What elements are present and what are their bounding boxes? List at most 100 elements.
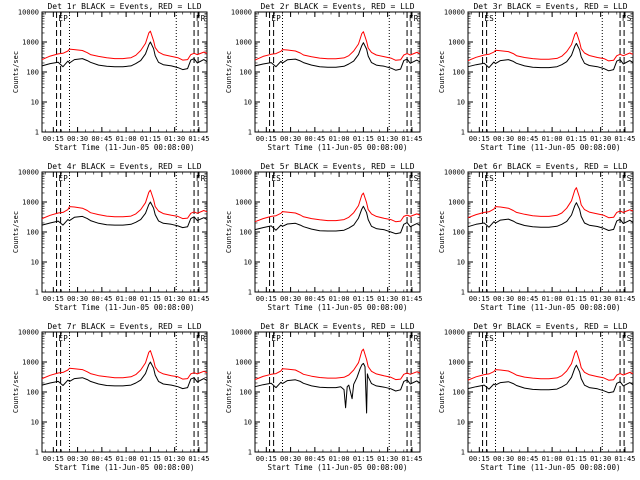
x-axis-title: Start Time (11-Jun-05 00:08:00) [481, 463, 621, 472]
x-tick-label: 01:15 [566, 135, 587, 143]
series-line-lld [254, 192, 421, 223]
x-tick-label: 01:30 [590, 135, 611, 143]
panel-title: Det 4r BLACK = Events, RED = LLD [47, 162, 201, 171]
marker-label: F [409, 14, 414, 23]
x-tick-label: 00:15 [256, 455, 277, 463]
y-tick-label: 10 [31, 259, 39, 267]
x-tick-label: 01:45 [401, 135, 422, 143]
plot-frame [41, 171, 208, 293]
x-tick-label: 00:45 [304, 455, 325, 463]
x-tick-label: 01:45 [614, 295, 635, 303]
marker-label: F [196, 174, 201, 183]
y-axis-title: Counts/sec [438, 211, 446, 253]
x-axis-title: Start Time (11-Jun-05 00:08:00) [55, 303, 195, 312]
marker-label: E [58, 174, 63, 183]
x-axis-title: Start Time (11-Jun-05 00:08:00) [481, 303, 621, 312]
x-tick-label: 00:15 [469, 295, 490, 303]
y-tick-label: 1000 [22, 359, 39, 367]
x-tick-label: 01:45 [401, 295, 422, 303]
marker-label: F [622, 174, 627, 183]
x-tick-label: 01:00 [116, 455, 137, 463]
series-line-events [467, 42, 634, 72]
x-tick-label: 01:00 [329, 295, 350, 303]
y-tick-label: 10 [244, 259, 252, 267]
x-tick-label: 00:30 [67, 455, 88, 463]
y-tick-label: 100 [452, 389, 465, 397]
y-tick-label: 1 [35, 289, 39, 297]
detector-panel-8: Det 8r BLACK = Events, RED = LLD 1 10 100 10… [225, 322, 422, 472]
y-axis-title: Counts/sec [12, 371, 20, 413]
x-tick-label: 00:30 [280, 295, 301, 303]
y-tick-label: 10000 [231, 329, 252, 337]
marker-label: S [276, 174, 281, 183]
panel-title: Det 7r BLACK = Events, RED = LLD [47, 322, 201, 331]
x-tick-label: 00:45 [517, 135, 538, 143]
marker-label: R [201, 334, 206, 343]
y-tick-label: 10 [457, 259, 465, 267]
series-line-events [254, 362, 421, 414]
x-axis-title: Start Time (11-Jun-05 00:08:00) [55, 463, 195, 472]
series-line-lld [41, 189, 208, 220]
x-tick-label: 01:00 [542, 455, 563, 463]
detector-panel-3: Det 3r BLACK = Events, RED = LLD 1 10 100 10… [438, 2, 635, 152]
x-axis-title: Start Time (11-Jun-05 00:08:00) [268, 463, 408, 472]
detector-panel-1: Det 1r BLACK = Events, RED = LLD 1 10 100 10… [12, 2, 209, 152]
y-tick-label: 10 [244, 419, 252, 427]
detector-panel-6: Det 6r BLACK = Events, RED = LLD 1 10 100 10… [438, 162, 635, 312]
y-tick-label: 100 [239, 69, 252, 77]
marker-label: F [622, 14, 627, 23]
marker-label: F [409, 334, 414, 343]
marker-label: E [484, 174, 489, 183]
plot-frame [467, 171, 634, 293]
marker-label: S [627, 334, 632, 343]
y-tick-label: 1000 [22, 39, 39, 47]
plot-frame [41, 11, 208, 133]
marker-label: S [489, 174, 494, 183]
marker-label: P [276, 14, 281, 23]
y-tick-label: 10000 [18, 169, 39, 177]
marker-label: E [271, 174, 276, 183]
series-line-events [467, 202, 634, 231]
y-axis-title: Counts/sec [225, 51, 233, 93]
marker-label: E [484, 14, 489, 23]
detector-panel-9: Det 9r BLACK = Events, RED = LLD 1 10 100 10… [438, 322, 635, 472]
y-tick-label: 10 [31, 419, 39, 427]
marker-label: S [414, 174, 419, 183]
x-tick-label: 01:45 [614, 135, 635, 143]
x-tick-label: 01:00 [116, 295, 137, 303]
x-tick-label: 01:15 [353, 295, 374, 303]
x-tick-label: 00:15 [43, 135, 64, 143]
marker-label: E [409, 174, 414, 183]
x-tick-label: 00:30 [280, 455, 301, 463]
x-tick-label: 00:15 [256, 135, 277, 143]
y-axis-title: Counts/sec [438, 371, 446, 413]
x-tick-label: 01:30 [377, 455, 398, 463]
plot-frame [254, 11, 421, 133]
panel-title: Det 1r BLACK = Events, RED = LLD [47, 2, 201, 11]
y-tick-label: 100 [452, 69, 465, 77]
x-tick-label: 00:15 [469, 455, 490, 463]
panel-title: Det 5r BLACK = Events, RED = LLD [260, 162, 414, 171]
detector-panel-7: Det 7r BLACK = Events, RED = LLD 1 10 100 10… [12, 322, 209, 472]
marker-label: S [627, 174, 632, 183]
panel-title: Det 6r BLACK = Events, RED = LLD [473, 162, 627, 171]
marker-label: F [196, 14, 201, 23]
x-tick-label: 00:45 [91, 455, 112, 463]
x-tick-label: 00:45 [91, 135, 112, 143]
y-tick-label: 100 [26, 229, 39, 237]
series-line-events [254, 205, 421, 235]
x-tick-label: 00:15 [256, 295, 277, 303]
y-tick-label: 100 [452, 229, 465, 237]
x-tick-label: 01:15 [140, 455, 161, 463]
marker-label: E [58, 14, 63, 23]
x-tick-label: 01:15 [140, 295, 161, 303]
x-tick-label: 00:15 [43, 455, 64, 463]
y-tick-label: 100 [26, 69, 39, 77]
series-line-lld [254, 31, 421, 61]
x-tick-label: 01:30 [164, 135, 185, 143]
y-axis-title: Counts/sec [12, 51, 20, 93]
marker-label: F [196, 334, 201, 343]
series-line-lld [467, 350, 634, 381]
x-tick-label: 01:30 [377, 295, 398, 303]
